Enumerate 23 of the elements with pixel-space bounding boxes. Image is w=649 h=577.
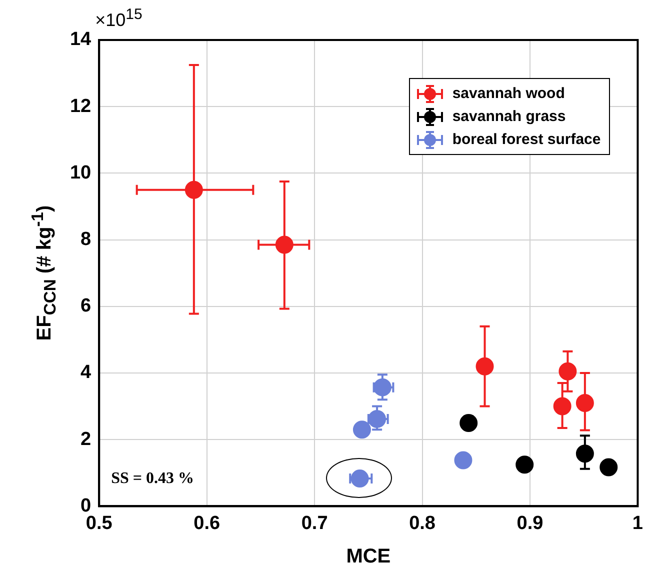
point — [352, 420, 371, 439]
x-tick-label: 0.7 — [301, 512, 328, 534]
x-tick-label: 0.8 — [409, 512, 436, 534]
y-tick-label: 8 — [80, 229, 92, 250]
y-tick-label: 10 — [70, 162, 92, 184]
x-tick-label: 0.6 — [194, 512, 220, 534]
y-tick-label: 4 — [80, 362, 92, 384]
y-tick-label: 2 — [80, 428, 92, 450]
y-tick-label: 6 — [80, 296, 92, 317]
legend-label: savannah grass — [452, 108, 566, 125]
x-tick-label: 1 — [632, 512, 644, 534]
point — [600, 458, 618, 476]
y-tick-label: 12 — [70, 96, 92, 117]
point — [516, 456, 534, 474]
y-tick-label: 14 — [70, 29, 92, 50]
annotation: SS = 0.43 % — [111, 470, 194, 488]
x-tick-label: 0.9 — [516, 512, 544, 534]
text: ×10$^{15}$ — [95, 6, 142, 31]
legend-label: boreal forest surface — [452, 131, 601, 148]
point — [454, 451, 472, 470]
legend-label: savannah wood — [452, 85, 565, 102]
x-axis-title: MCE — [346, 546, 391, 568]
point — [460, 414, 478, 432]
